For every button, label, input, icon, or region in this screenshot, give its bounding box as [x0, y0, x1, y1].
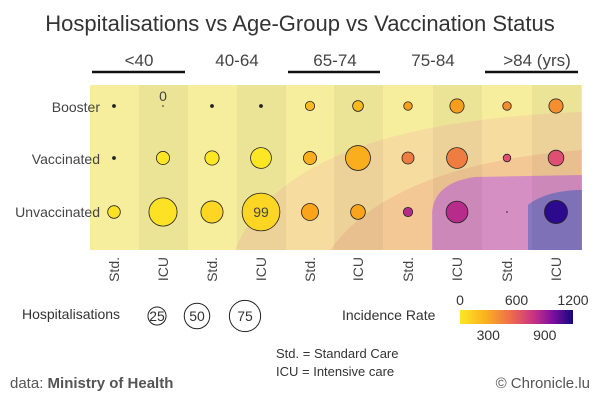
- source-name: Ministry of Health: [48, 375, 174, 392]
- column-label: Std.: [499, 257, 515, 282]
- bubble-booster-5: [352, 100, 364, 112]
- bubble-unvaccinated-3: [241, 192, 281, 232]
- bubbles: [107, 98, 568, 232]
- bubble-unvaccinated-9: [544, 200, 568, 224]
- bubble-label: 99: [253, 204, 269, 220]
- color-legend: Incidence Rate 0 600 1200 300 900: [342, 292, 589, 343]
- bubble-booster-7: [449, 98, 465, 114]
- age-group-headers: <40 40-64 65-74 75-84 >84 (yrs): [125, 51, 571, 70]
- bubble-unvaccinated-1: [148, 197, 178, 227]
- color-legend-tick: 300: [477, 327, 501, 343]
- size-legend-value: 75: [237, 308, 253, 324]
- color-legend-tick: 900: [533, 327, 557, 343]
- column-label: Std.: [302, 257, 318, 282]
- bubble-vaccinated-8: [502, 153, 512, 163]
- note-std: Std. = Standard Care: [276, 346, 399, 361]
- bubble-unvaccinated-0: [107, 205, 121, 219]
- age-group-label: 75-84: [411, 51, 454, 70]
- chart-title: Hospitalisations vs Age-Group vs Vaccina…: [45, 11, 555, 36]
- bubble-booster-9: [548, 98, 564, 114]
- age-group-label: 65-74: [313, 51, 356, 70]
- bubble-booster-4: [304, 100, 316, 112]
- color-legend-tick: 0: [456, 292, 464, 308]
- bubble-booster-8: [502, 101, 512, 111]
- color-legend-title: Incidence Rate: [342, 307, 436, 323]
- column-label: ICU: [155, 257, 171, 281]
- bubble-vaccinated-3: [250, 147, 272, 169]
- bubble-unvaccinated-8: [506, 211, 508, 213]
- age-group-label: 40-64: [215, 51, 258, 70]
- bubble-vaccinated-2: [204, 150, 220, 166]
- size-legend-circle: [228, 299, 262, 333]
- column-labels: Std. ICU Std. ICU Std. ICU Std. ICU Std. ICU: [106, 257, 564, 282]
- bubble-vaccinated-4: [303, 151, 317, 165]
- row-labels: Booster Vaccinated Unvaccinated: [15, 99, 100, 220]
- age-group-label: <40: [125, 51, 154, 70]
- column-label: Std.: [204, 257, 220, 282]
- row-label-vaccinated: Vaccinated: [32, 151, 100, 167]
- color-legend-bar: [460, 310, 573, 324]
- column-label: ICU: [350, 257, 366, 281]
- color-legend-tick: 1200: [557, 292, 588, 308]
- column-label: ICU: [253, 257, 269, 281]
- bubble-vaccinated-9: [547, 149, 565, 167]
- credit: © Chronicle.lu: [496, 375, 590, 392]
- bubble-booster-2: [210, 104, 214, 108]
- bubble-vaccinated-0: [112, 156, 116, 160]
- bubble-label: 0: [159, 88, 167, 104]
- bubble-labels: 0 99: [159, 88, 269, 220]
- row-label-booster: Booster: [52, 99, 101, 115]
- bubble-unvaccinated-5: [350, 204, 366, 220]
- bubble-booster-1: [162, 105, 164, 107]
- column-label: ICU: [449, 257, 465, 281]
- bubble-vaccinated-7: [446, 147, 468, 169]
- color-legend-tick: 600: [505, 292, 529, 308]
- bubble-unvaccinated-7: [445, 200, 469, 224]
- bubble-unvaccinated-6: [402, 206, 414, 218]
- bubble-unvaccinated-4: [301, 203, 319, 221]
- bubble-vaccinated-1: [156, 151, 170, 165]
- source-prefix: data:: [10, 375, 48, 392]
- bubble-vaccinated-6: [401, 151, 415, 165]
- age-group-label: >84 (yrs): [503, 51, 571, 70]
- size-legend-title: Hospitalisations: [22, 306, 120, 322]
- column-label: Std.: [400, 257, 416, 282]
- note-icu: ICU = Intensive care: [276, 364, 394, 379]
- column-label: Std.: [106, 257, 122, 282]
- size-legend: Hospitalisations 25 50 75: [22, 299, 262, 333]
- bubble-booster-0: [112, 104, 116, 108]
- column-label: ICU: [548, 257, 564, 281]
- size-legend-value: 50: [189, 308, 205, 324]
- size-legend-circle: [147, 306, 167, 326]
- bubble-booster-6: [403, 101, 413, 111]
- source-line: data: Ministry of Health: [10, 375, 173, 392]
- bubble-unvaccinated-2: [200, 200, 224, 224]
- size-legend-circle: [183, 302, 211, 330]
- row-label-unvaccinated: Unvaccinated: [15, 204, 100, 220]
- bubble-vaccinated-5: [345, 145, 371, 171]
- bubble-booster-3: [259, 104, 263, 108]
- size-legend-value: 25: [149, 308, 165, 324]
